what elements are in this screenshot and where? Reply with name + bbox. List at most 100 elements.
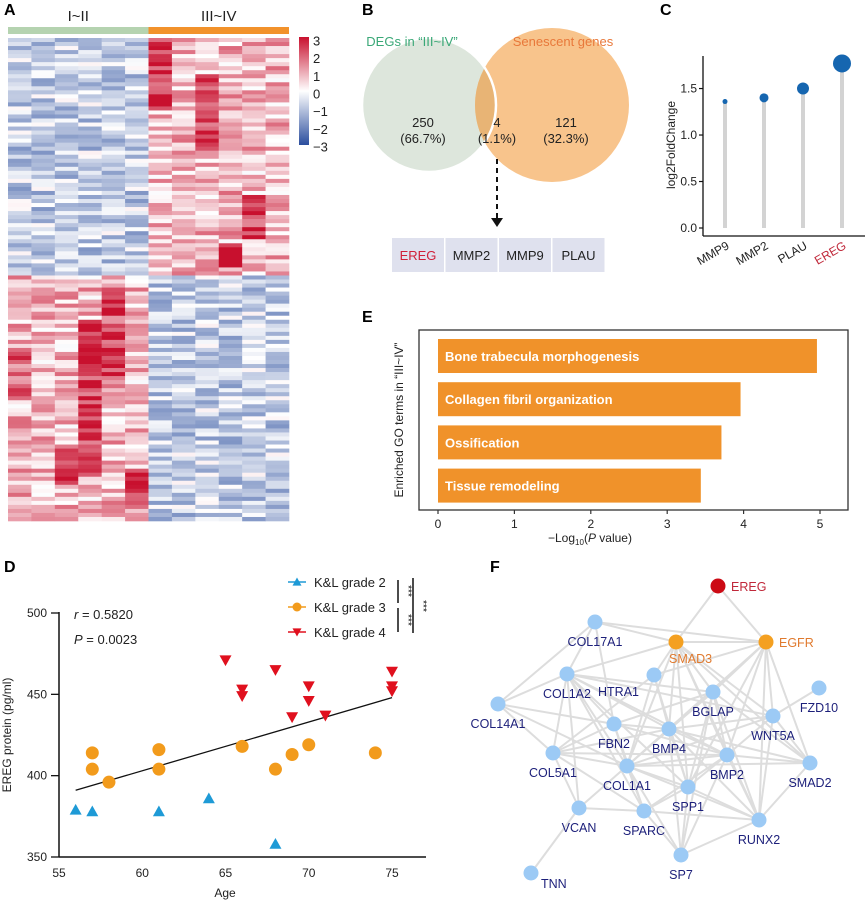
heatmap-cell [31,319,56,325]
heatmap-cell [242,488,266,494]
heatmap-cell [148,199,173,204]
heatmap-cell [54,368,79,373]
heatmap-cell [8,146,32,152]
heatmap-cell [195,118,220,123]
heatmap-cell [78,360,102,365]
heatmap-cell [242,360,266,365]
heatmap-cell [148,351,173,357]
heatmap-cell [265,351,290,357]
heatmap-cell [148,452,173,457]
heatmap-cell [242,287,266,292]
heatmap-cell [78,440,102,445]
heatmap-cell [171,436,196,441]
heatmap-cell [265,182,290,188]
heatmap-cell [101,364,126,369]
heatmap-cell [8,275,32,280]
heatmap-cell [242,323,266,329]
heatmap-cell [78,384,102,389]
heatmap-cell [218,106,243,111]
group-bar-1 [8,27,149,34]
heatmap-cell [195,203,220,208]
heatmap-cell [78,50,102,55]
heatmap-cell [125,70,149,75]
heatmap-cell [125,38,149,43]
heatmap-cell [31,235,56,240]
heatmap-cell [171,416,196,421]
heatmap-cell [125,267,149,272]
edge-smad3-bmp4 [668,641,677,730]
heatmap-cell [242,142,266,147]
heatmap-cell [54,464,79,469]
heatmap-cell [265,271,290,276]
heatmap-cell [8,239,32,244]
heatmap-cell [218,500,243,506]
heatmap-cell [242,508,266,514]
heatmap-cell [101,158,126,164]
edge-col17a1-col1a2 [566,621,596,675]
y-tick-label: 500 [27,606,47,620]
heatmap-cell [54,440,79,445]
heatmap-cell [218,263,243,268]
heatmap-cell [218,138,243,143]
heatmap-cell [101,468,126,474]
heatmap-cell [31,231,56,236]
heatmap-cell [195,492,220,498]
heatmap-cell [125,351,149,357]
edge-bglap-fbn2 [613,691,714,725]
heatmap-cell [31,388,56,393]
heatmap-cell [265,424,290,429]
heatmap-cell [8,82,32,87]
node-label-wnt5a: WNT5A [751,729,795,743]
heatmap-cell [195,343,220,349]
heatmap-cell [31,70,56,75]
heatmap-cell [148,364,173,369]
heatmap-cell [218,380,243,385]
heatmap-cell [8,114,32,119]
heatmap-cell [54,166,79,172]
heatmap-cell [78,412,102,417]
heatmap-cell [242,319,266,325]
heatmap-cell [265,166,290,172]
heatmap-cell [78,174,102,180]
heatmap-cell [101,235,126,240]
y-tick-label: 1.5 [680,82,697,96]
heatmap-cell [265,110,290,115]
heatmap-cell [125,339,149,345]
heatmap-cell [171,70,196,75]
heatmap-cell [195,134,220,139]
heatmap-cell [171,227,196,232]
heatmap-cell [31,404,56,409]
heatmap-cell [101,90,126,95]
heatmap-cell [101,134,126,139]
heatmap-cell [171,496,196,502]
heatmap-cell [148,376,173,381]
heatmap-cell [242,311,266,317]
heatmap-cell [242,62,266,67]
edge-bglap-bmp4 [668,691,714,730]
heatmap-cell [148,504,173,510]
heatmap-cell [8,102,32,107]
heatmap-cell [31,78,56,83]
heatmap-cell [54,154,79,160]
heatmap-cell [148,492,173,498]
panel-label-d: D [4,559,16,576]
heatmap-cell [78,158,102,164]
go-bar [438,425,722,460]
heatmap-cell [218,315,243,321]
heatmap-cell [54,448,79,453]
node-sparc [636,803,652,819]
heatmap-cell [242,392,266,397]
colorbar-tick-label: 1 [313,69,320,84]
heatmap-cell [148,102,173,107]
heatmap-cell [171,351,196,357]
heatmap-cell [8,207,32,212]
heatmap-cell [195,315,220,321]
x-tick-label: 2 [587,517,594,531]
heatmap-cell [125,118,149,123]
heatmap-cell [125,416,149,421]
heatmap-cell [265,190,290,196]
heatmap-cell [242,66,266,71]
heatmap-cell [8,396,32,401]
heatmap-cell [242,126,266,131]
